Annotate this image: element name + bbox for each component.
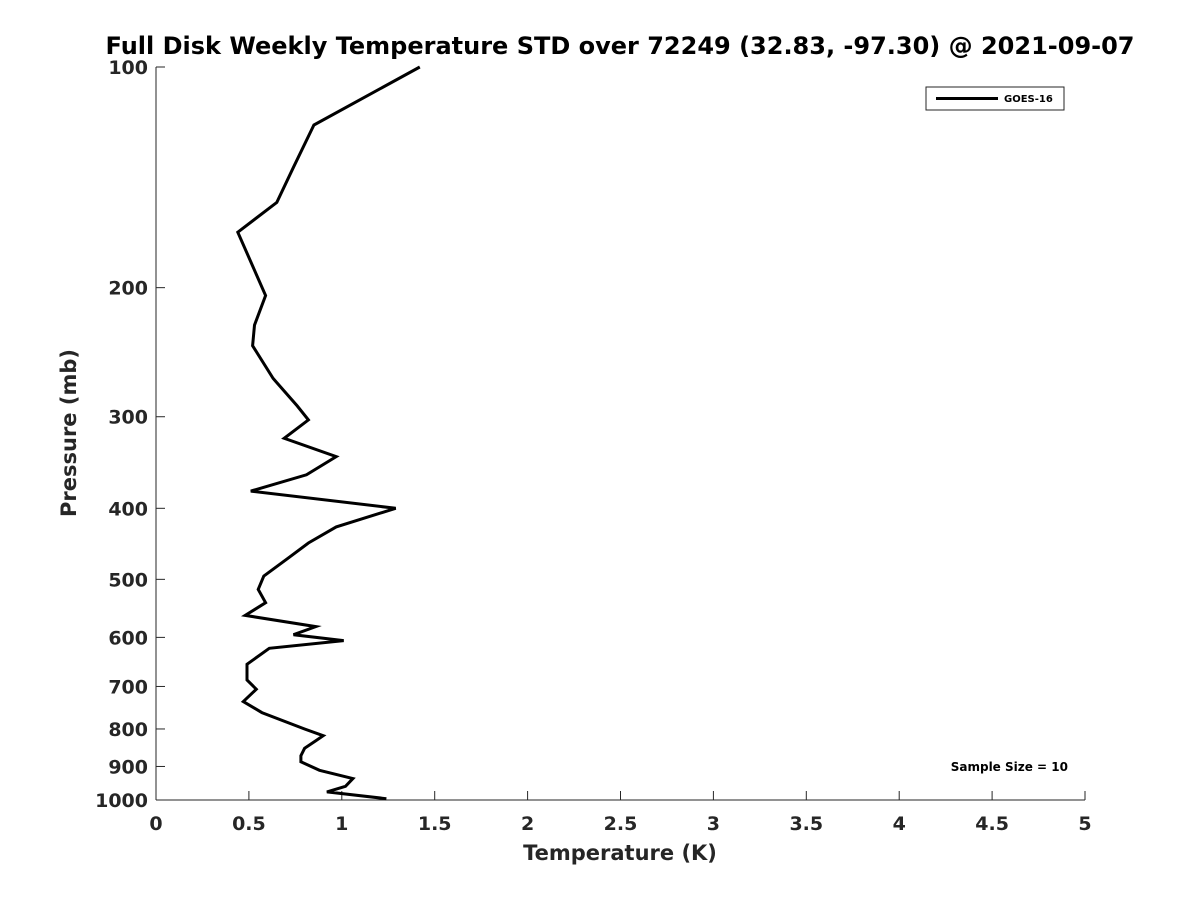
y-tick-label: 900: [108, 756, 148, 778]
y-tick-label: 600: [108, 627, 148, 649]
y-tick-label: 500: [108, 569, 148, 591]
x-tick-label: 3: [707, 813, 720, 835]
x-axis-label: Temperature (K): [523, 841, 717, 865]
y-tick-label: 400: [108, 498, 148, 520]
x-tick-label: 3.5: [789, 813, 823, 835]
x-tick-label: 2.5: [604, 813, 638, 835]
y-axis-label: Pressure (mb): [57, 349, 81, 517]
x-tick-label: 1: [335, 813, 348, 835]
axes: 0 0.5 1 1.5 2 2.5 3 3.5 4 4.5 5 100 200 300 400 500 600 7…: [95, 57, 1092, 835]
y-tick-label: 1000: [95, 790, 148, 812]
legend: GOES-16: [925, 86, 1065, 111]
x-tick-label: 4: [893, 813, 906, 835]
x-tick-label: 0: [149, 813, 162, 835]
sample-size-annotation: Sample Size = 10: [951, 760, 1068, 774]
series-layer: [235, 65, 421, 801]
y-tick-label: 800: [108, 719, 148, 741]
x-tick-label: 1.5: [418, 813, 452, 835]
legend-label-goes-16: GOES-16: [1004, 94, 1053, 105]
x-tick-label: 2: [521, 813, 534, 835]
y-tick-label: 700: [108, 676, 148, 698]
series-line-goes-16: [235, 65, 421, 801]
y-tick-label: 100: [108, 57, 148, 79]
y-tick-label: 200: [108, 278, 148, 300]
x-tick-label: 5: [1078, 813, 1091, 835]
y-tick-label: 300: [108, 407, 148, 429]
x-tick-label: 4.5: [975, 813, 1009, 835]
chart-title: Full Disk Weekly Temperature STD over 72…: [106, 32, 1135, 60]
x-tick-label: 0.5: [232, 813, 266, 835]
